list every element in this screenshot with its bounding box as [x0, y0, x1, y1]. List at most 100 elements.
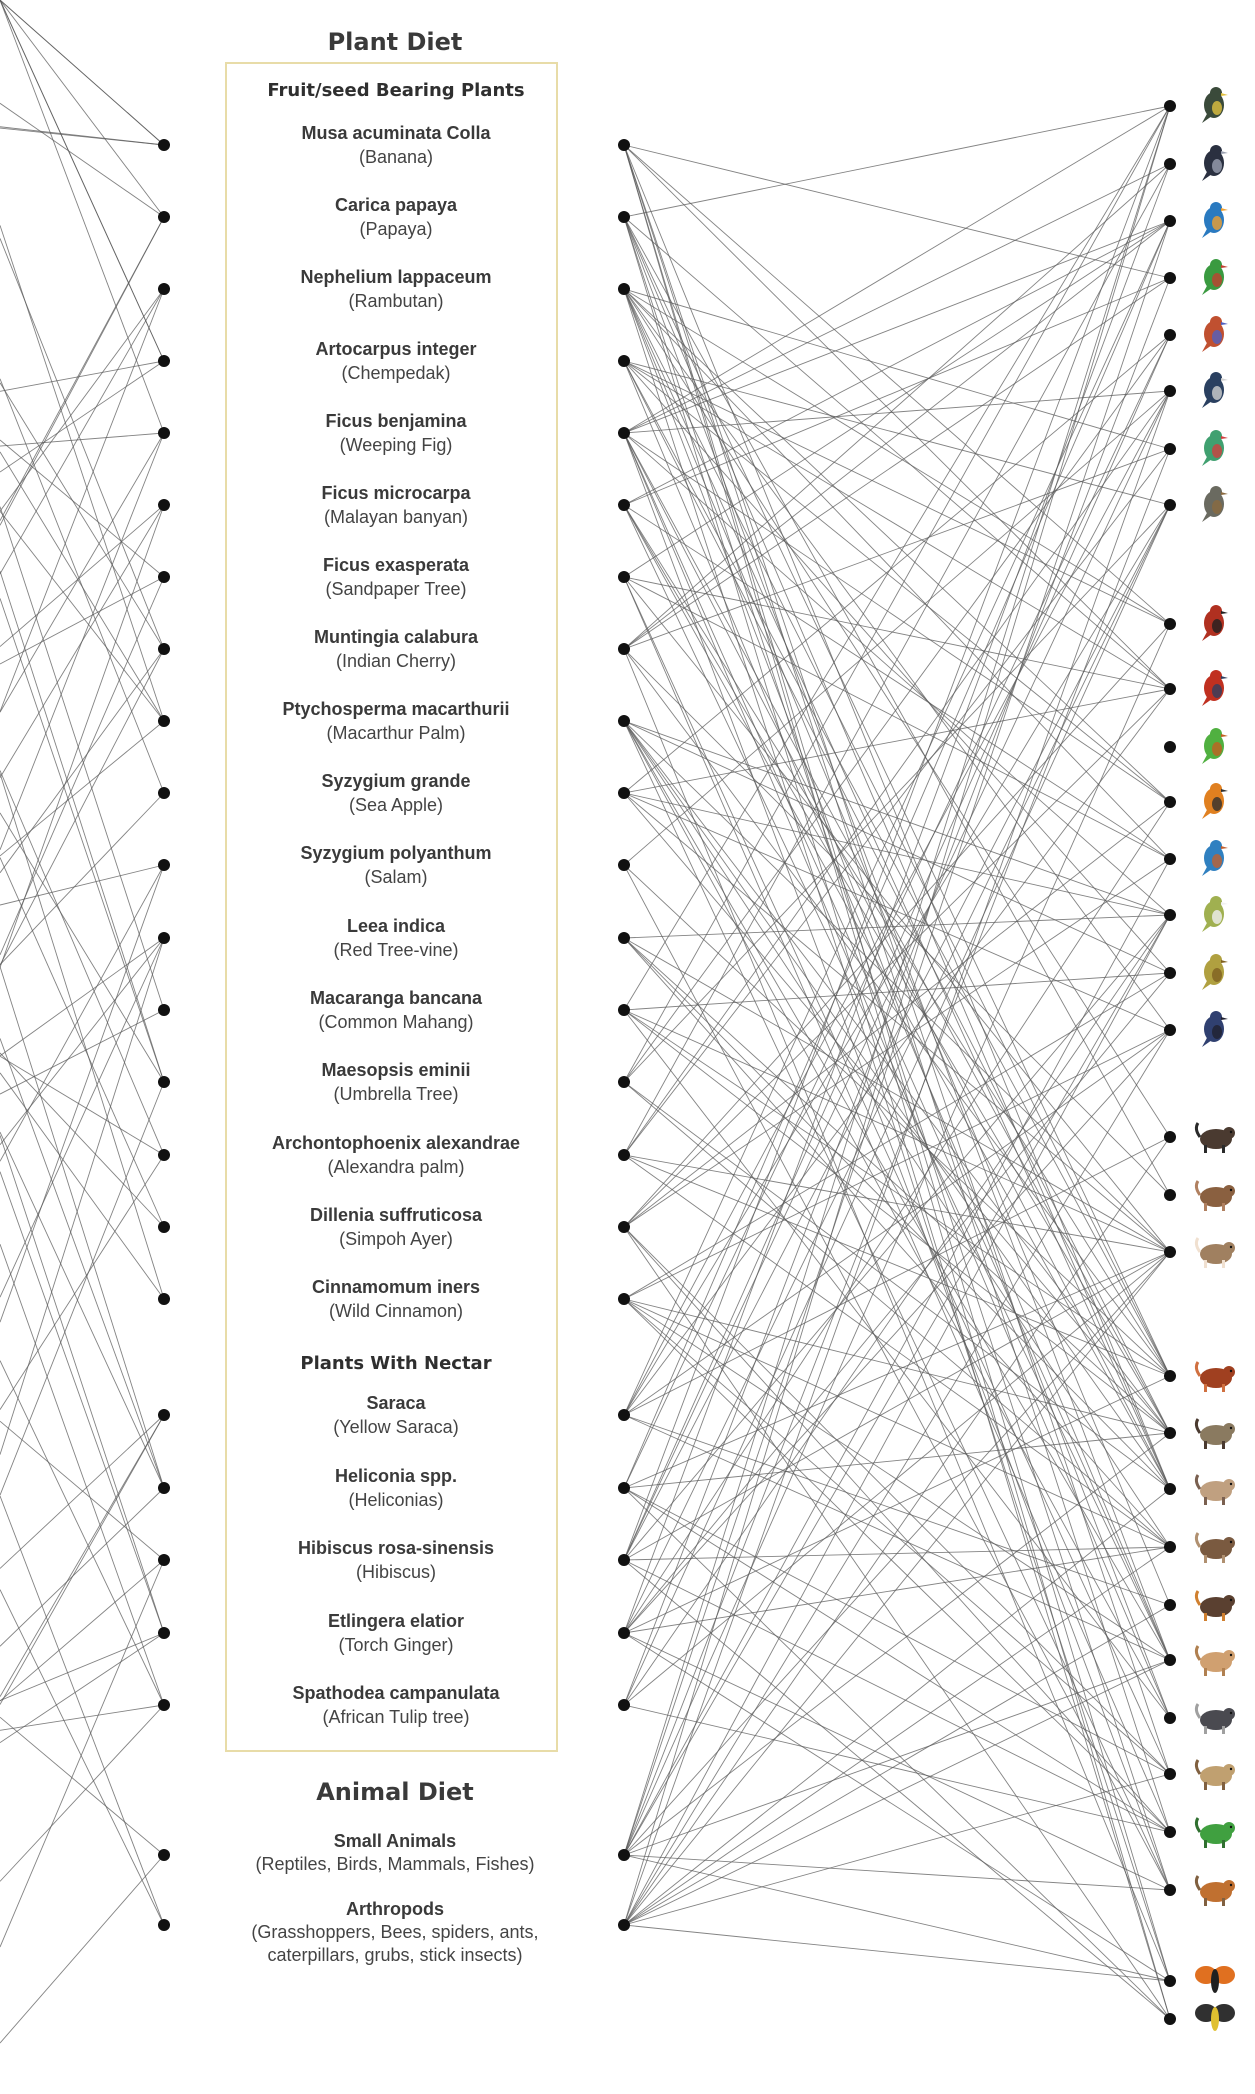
- left-edge: [0, 510, 165, 722]
- white-eye-icon: [1202, 896, 1228, 932]
- left-node: [158, 1004, 170, 1016]
- bee-eater-icon: [1202, 430, 1228, 466]
- left-node: [158, 859, 170, 871]
- animal-node: [1164, 1189, 1176, 1201]
- plant-common-name: (Sandpaper Tree): [325, 579, 467, 599]
- plant-animal-edge: [623, 163, 1171, 1156]
- left-node: [158, 643, 170, 655]
- plant-animal-edge: [623, 432, 1171, 916]
- middle-node: [618, 1699, 630, 1711]
- left-node: [158, 932, 170, 944]
- left-node: [158, 1293, 170, 1305]
- middle-node: [618, 1149, 630, 1161]
- minivet-icon: [1202, 783, 1228, 819]
- fruit-plant-label: Ficus microcarpa (Malayan banyan): [226, 481, 566, 529]
- plant-scientific-name: Musa acuminata Colla: [301, 123, 491, 143]
- plant-animal-edge: [623, 1704, 1171, 1833]
- plant-animal-edge: [623, 1009, 1171, 1719]
- plant-animal-edge: [623, 1632, 1171, 1982]
- animal-node: [1164, 741, 1176, 753]
- plant-animal-edge: [623, 1298, 1171, 1661]
- left-edge: [0, 570, 165, 1083]
- left-node-column: [158, 139, 170, 1931]
- plant-animal-edge: [623, 858, 1171, 1228]
- parakeet-icon: [1202, 259, 1228, 295]
- left-edge: [0, 1559, 165, 1702]
- left-edge: [0, 864, 165, 906]
- nectar-plant-label: Hibiscus rosa-sinensis (Hibiscus): [226, 1536, 566, 1584]
- plant-animal-edge: [623, 390, 1171, 1156]
- plant-scientific-name: Macaranga bancana: [309, 988, 483, 1008]
- plant-scientific-name: Ficus microcarpa: [321, 483, 471, 503]
- plant-animal-edge: [623, 1029, 1171, 1300]
- middle-node: [618, 1482, 630, 1494]
- fruit-plant-label: Musa acuminata Colla (Banana): [226, 121, 566, 169]
- plant-animal-edge: [623, 1924, 1171, 1982]
- animal-node: [1164, 683, 1176, 695]
- plant-animal-edge: [623, 1009, 1171, 1434]
- plant-animal-edge: [623, 864, 1171, 1377]
- fruit-plant-label: Syzygium grande (Sea Apple): [226, 769, 566, 817]
- fruit-plant-label: Nephelium lappaceum (Rambutan): [226, 265, 566, 313]
- plant-scientific-name: Ptychosperma macarthurii: [282, 699, 510, 719]
- plant-scientific-name: Leea indica: [346, 916, 446, 936]
- fruit-plant-label: Artocarpus integer (Chempedak): [226, 337, 566, 385]
- plant-animal-edge: [623, 1029, 1171, 1926]
- left-node: [158, 787, 170, 799]
- plant-animal-edge: [623, 937, 1171, 1490]
- plant-animal-edge: [623, 105, 1171, 1561]
- plant-animal-edge: [623, 1226, 1171, 1833]
- left-edge: [0, 864, 165, 1162]
- left-edge: [0, 1135, 165, 1634]
- middle-node: [618, 427, 630, 439]
- plant-scientific-name: Ficus benjamina: [325, 411, 467, 431]
- plant-animal-edge: [623, 163, 1171, 650]
- plant-animal-edge: [623, 864, 1171, 1891]
- plant-animal-edge: [623, 105, 1171, 1083]
- middle-node: [618, 571, 630, 583]
- plant-animal-edge: [623, 432, 1171, 1490]
- left-edge: [0, 0, 165, 218]
- plant-animal-edge: [623, 1251, 1171, 1856]
- plant-animal-edge: [623, 1081, 1171, 1490]
- plant-animal-edge: [623, 1546, 1171, 1926]
- left-node: [158, 355, 170, 367]
- plant-scientific-name: Ficus exasperata: [322, 555, 470, 575]
- fruit-plant-label: Ficus benjamina (Weeping Fig): [226, 409, 566, 457]
- plant-common-name: (Common Mahang): [318, 1012, 474, 1032]
- plant-animal-edge: [623, 432, 1171, 1434]
- middle-node: [618, 499, 630, 511]
- kingfisher-icon: [1202, 202, 1228, 238]
- middle-node: [618, 1409, 630, 1421]
- squirrel-icon: [1194, 1361, 1235, 1392]
- left-edge: [0, 1055, 165, 1156]
- left-edge: [0, 1154, 165, 1410]
- left-edge: [0, 1414, 165, 1705]
- mouse-deer-icon: [1194, 1237, 1235, 1268]
- left-edge: [0, 0, 165, 362]
- plant-animal-edge: [623, 1136, 1171, 1926]
- middle-node: [618, 1919, 630, 1931]
- yellow-bird-icon: [1202, 954, 1228, 990]
- nectar-plant-label: Etlingera elatior (Torch Ginger): [226, 1609, 566, 1657]
- left-edge: [0, 598, 165, 1083]
- animal-node: [1164, 1768, 1176, 1780]
- plant-common-name: (Banana): [358, 147, 434, 167]
- left-edge: [0, 225, 165, 722]
- plant-animal-edge: [623, 720, 1171, 974]
- plant-animal-edge: [623, 1414, 1171, 1606]
- animal-node: [1164, 967, 1176, 979]
- left-node: [158, 1076, 170, 1088]
- middle-node: [618, 715, 630, 727]
- plant-animal-edge: [623, 390, 1171, 1561]
- plant-animal-edge: [623, 1154, 1171, 1377]
- left-edge: [0, 102, 165, 218]
- plant-animal-edge: [623, 504, 1171, 1434]
- left-edge: [0, 360, 165, 392]
- plant-animal-edge: [623, 504, 1171, 1083]
- starling-icon: [1202, 1011, 1228, 1047]
- left-node: [158, 1149, 170, 1161]
- left-node: [158, 1919, 170, 1931]
- plant-common-name: (Red Tree-vine): [333, 940, 459, 960]
- plant-animal-edge: [623, 390, 1171, 1926]
